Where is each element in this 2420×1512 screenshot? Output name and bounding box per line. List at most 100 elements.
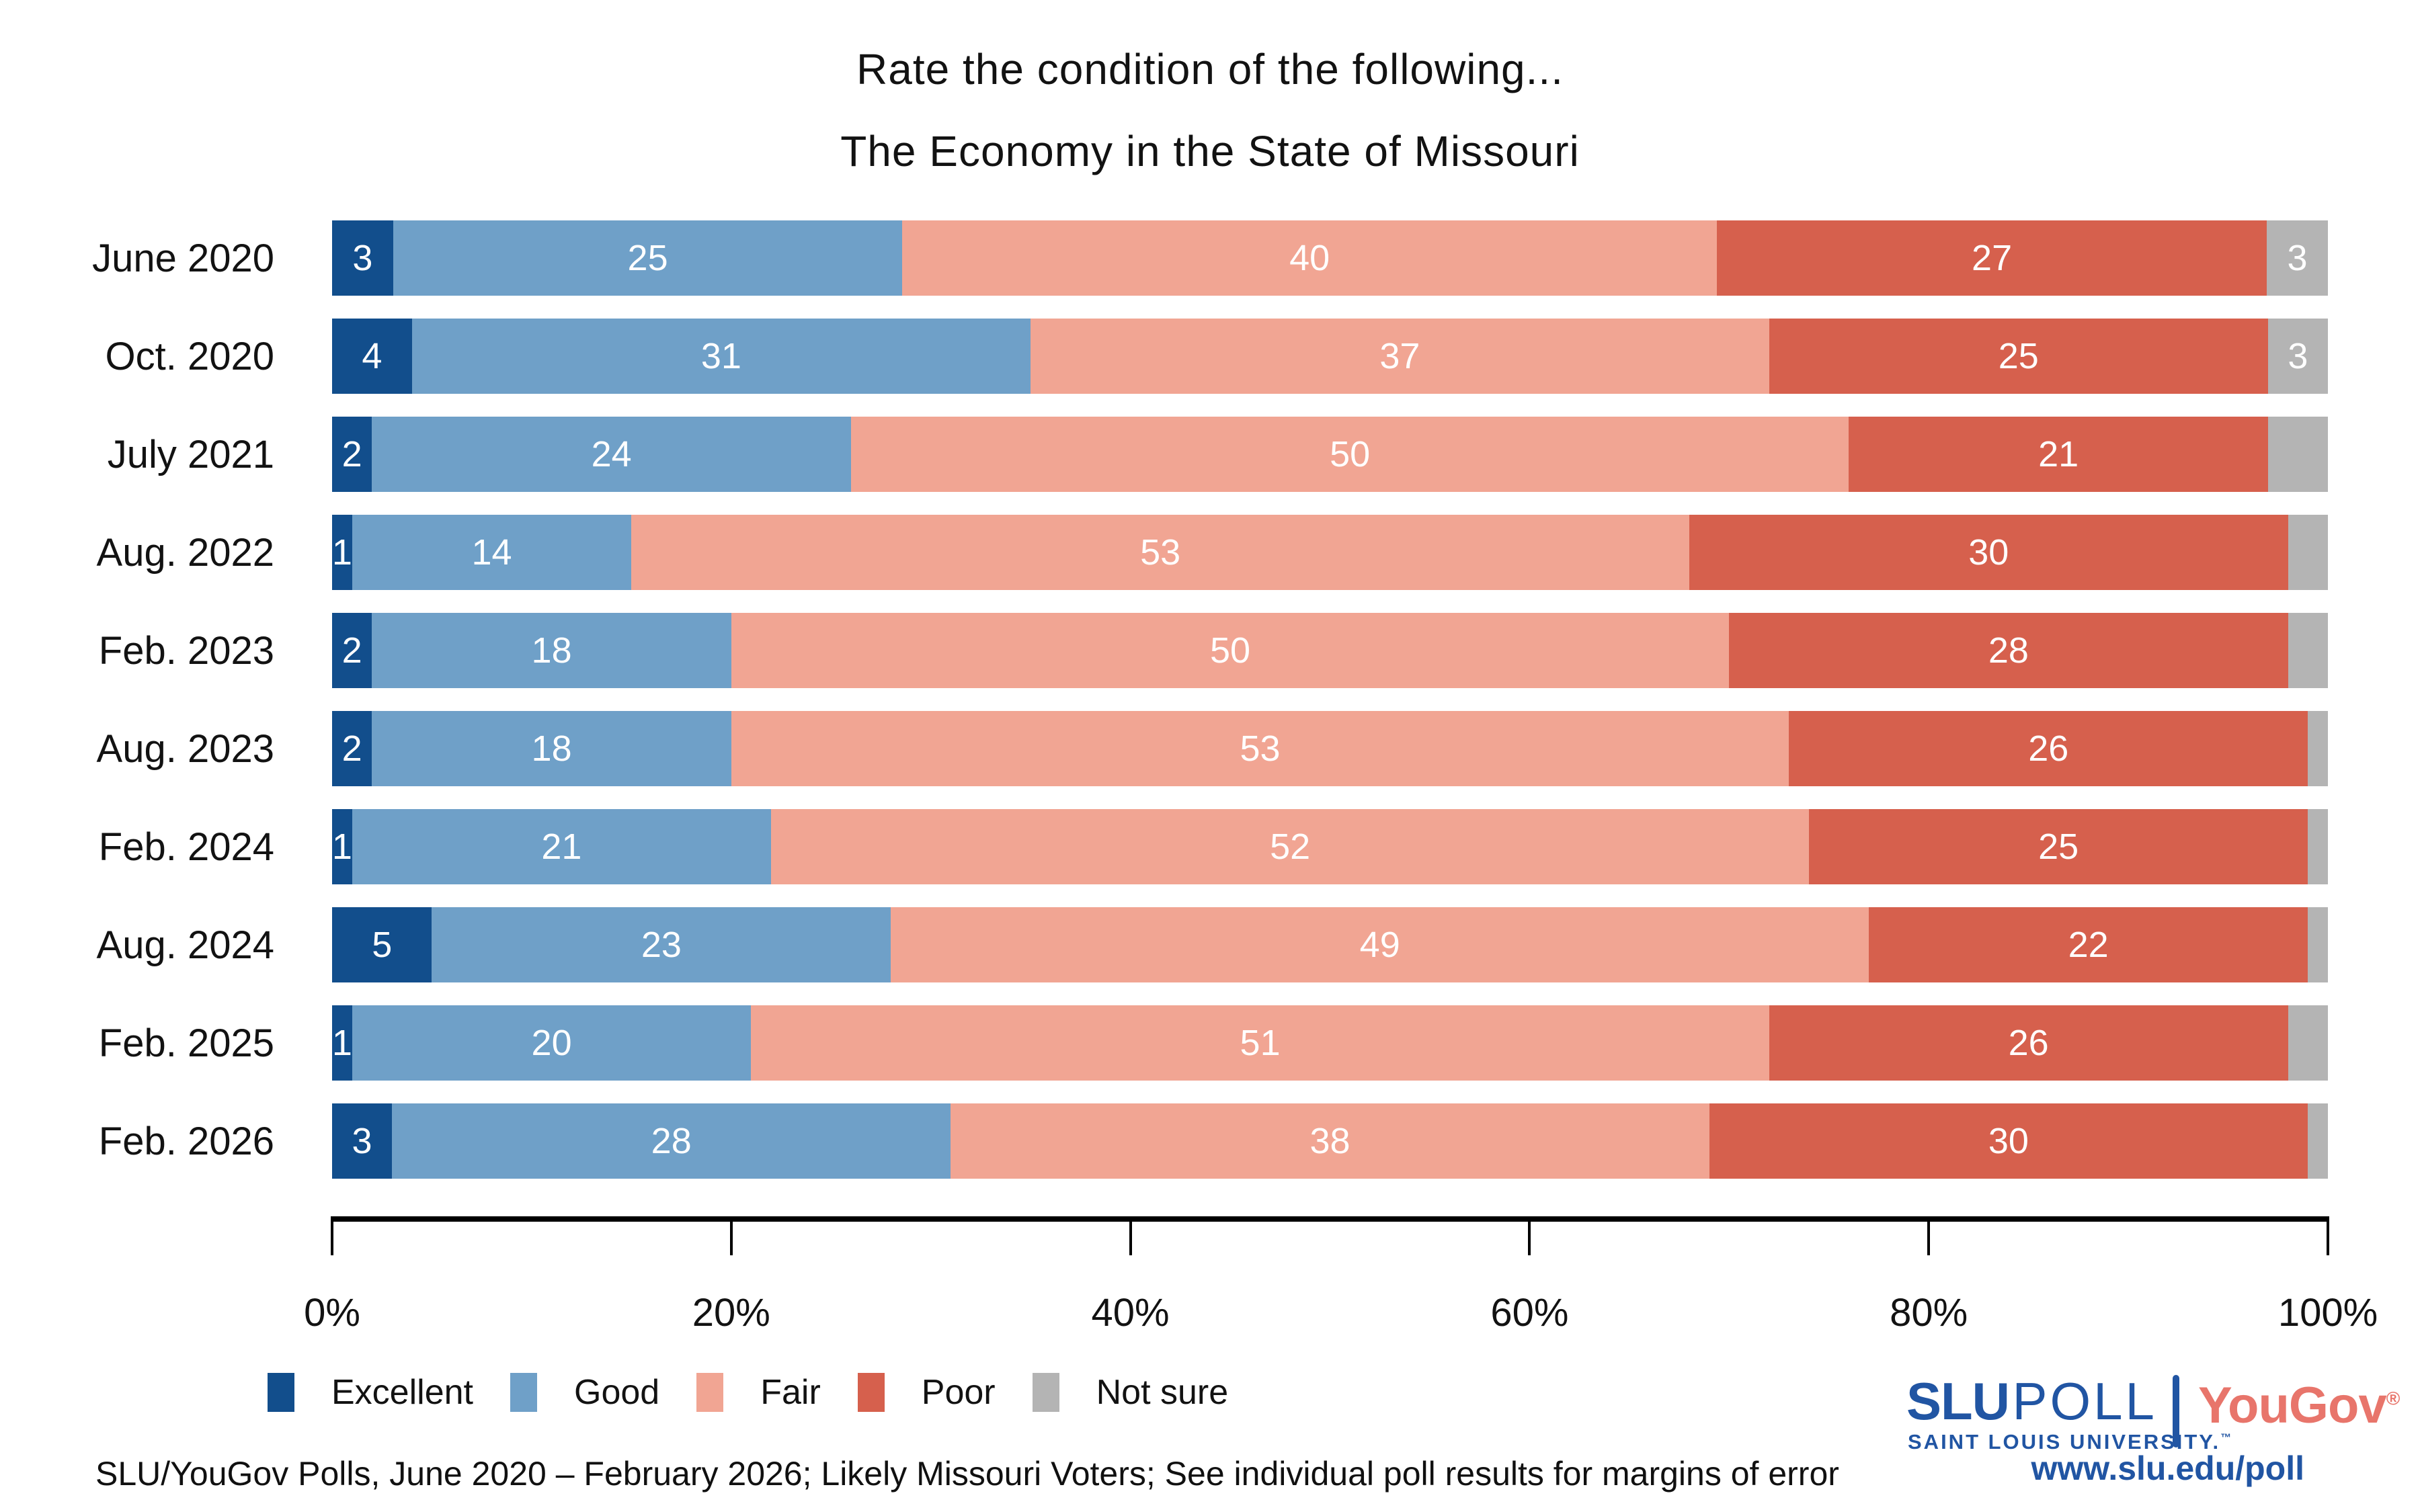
segment-value-label: 38 <box>1309 1121 1350 1161</box>
segment-value-label: 3 <box>352 1121 372 1161</box>
segment-good: 25 <box>393 220 903 296</box>
segment-value-label: 30 <box>1968 532 2009 573</box>
x-axis-tick-label: 80% <box>1890 1291 1968 1335</box>
legend-label: Good <box>574 1373 660 1412</box>
slu-logo-poll: POLL <box>2012 1372 2157 1431</box>
bar-track: 3 28 38 30 <box>332 1103 2328 1179</box>
segment-value-label: 14 <box>471 532 512 573</box>
segment-value-label: 40 <box>1289 238 1330 278</box>
bar-row: Feb. 2023 2 18 50 28 <box>99 613 2328 688</box>
bar-track: 5 23 49 22 <box>332 907 2328 982</box>
bar-track: 1 20 51 26 <box>332 1005 2328 1081</box>
segment-value-label: 18 <box>531 728 572 769</box>
segment-poor: 21 <box>1849 417 2268 492</box>
segment-fair: 38 <box>951 1103 1709 1179</box>
segment-value-label: 20 <box>531 1023 572 1063</box>
segment-good: 20 <box>352 1005 752 1081</box>
segment-poor: 25 <box>1769 319 2268 394</box>
segment-poor: 28 <box>1729 613 2288 688</box>
segment-value-label: 5 <box>372 925 393 965</box>
bar-row: July 2021 2 24 50 21 <box>108 417 2328 492</box>
x-axis-tick <box>729 1216 733 1255</box>
segment-value-label: 21 <box>541 827 582 867</box>
segment-poor: 26 <box>1769 1005 2288 1081</box>
segment-not-sure <box>2288 613 2328 688</box>
legend-label: Not sure <box>1096 1373 1229 1412</box>
legend-swatch <box>1032 1373 1059 1412</box>
segment-value-label: 3 <box>352 238 373 278</box>
bar-row: Feb. 2026 3 28 38 30 <box>99 1103 2328 1179</box>
legend-item-poor: Poor <box>857 1372 996 1413</box>
source-note: SLU/YouGov Polls, June 2020 – February 2… <box>95 1455 1839 1493</box>
segment-not-sure <box>2308 907 2328 982</box>
bar-track: 1 21 52 25 <box>332 809 2328 884</box>
segment-value-label: 27 <box>1972 238 2013 278</box>
segment-value-label: 2 <box>341 630 362 671</box>
bar-track: 4 31 37 25 3 <box>332 319 2328 394</box>
segment-value-label: 3 <box>2288 336 2308 376</box>
legend-swatch <box>510 1373 537 1412</box>
segment-value-label: 25 <box>1998 336 2039 376</box>
segment-value-label: 22 <box>2068 925 2109 965</box>
registered-symbol: ® <box>2386 1388 2401 1409</box>
segment-value-label: 31 <box>700 336 741 376</box>
bar-track: 2 24 50 21 <box>332 417 2328 492</box>
saint-louis-university-label: SAINT LOUIS UNIVERSITY.™ <box>1908 1430 2234 1454</box>
segment-poor: 30 <box>1689 515 2288 590</box>
segment-good: 31 <box>411 319 1031 394</box>
segment-not-sure: 3 <box>2267 319 2328 394</box>
segment-value-label: 1 <box>331 827 352 867</box>
segment-value-label: 24 <box>591 434 632 474</box>
slu-logo-slu: SLU <box>1906 1372 2010 1431</box>
x-axis-tick <box>331 1216 333 1255</box>
segment-fair: 40 <box>902 220 1718 296</box>
segment-not-sure <box>2308 809 2328 884</box>
row-label: Feb. 2026 <box>98 1119 274 1163</box>
segment-good: 28 <box>392 1103 951 1179</box>
x-axis-tick-label: 0% <box>304 1291 360 1335</box>
segment-not-sure <box>2308 711 2328 786</box>
segment-not-sure <box>2288 515 2328 590</box>
row-label: July 2021 <box>107 432 274 476</box>
segment-poor: 25 <box>1809 809 2308 884</box>
segment-good: 18 <box>372 711 731 786</box>
bar-track: 2 18 53 26 <box>332 711 2328 786</box>
segment-not-sure <box>2308 1103 2328 1179</box>
yougov-logo: YouGov® <box>2198 1377 2401 1434</box>
segment-value-label: 3 <box>2287 238 2308 278</box>
x-axis-tick-label: 20% <box>692 1291 770 1335</box>
bar-track: 1 14 53 30 <box>332 515 2328 590</box>
segment-fair: 52 <box>771 809 1810 884</box>
segment-poor: 26 <box>1789 711 2308 786</box>
chart-title-line1: Rate the condition of the following... <box>856 45 1564 93</box>
segment-value-label: 26 <box>2008 1023 2049 1063</box>
segment-poor: 22 <box>1869 907 2308 982</box>
x-axis-tick-label: 40% <box>1091 1291 1170 1335</box>
segment-value-label: 50 <box>1330 434 1371 474</box>
chart-title-line2: The Economy in the State of Missouri <box>840 127 1580 175</box>
segment-poor: 27 <box>1717 220 2267 296</box>
segment-fair: 53 <box>731 711 1789 786</box>
slu-poll-logo: SLU POLL <box>1906 1371 2157 1432</box>
bar-track: 2 18 50 28 <box>332 613 2328 688</box>
segment-good: 21 <box>352 809 772 884</box>
bar-row: Aug. 2023 2 18 53 26 <box>97 711 2328 786</box>
segment-value-label: 25 <box>627 238 668 278</box>
row-label: Feb. 2023 <box>98 628 274 673</box>
segment-good: 23 <box>432 907 891 982</box>
x-axis-tick <box>2327 1216 2329 1255</box>
segment-value-label: 53 <box>1140 532 1181 573</box>
segment-excellent: 1 <box>332 809 352 884</box>
segment-fair: 49 <box>891 907 1869 982</box>
segment-value-label: 2 <box>341 434 362 474</box>
segment-value-label: 21 <box>2038 434 2079 474</box>
segment-value-label: 26 <box>2028 728 2069 769</box>
legend-label: Excellent <box>331 1373 473 1412</box>
segment-excellent: 3 <box>332 220 393 296</box>
legend-swatch <box>268 1373 294 1412</box>
segment-poor: 30 <box>1709 1103 2308 1179</box>
bar-track: 3 25 40 27 3 <box>332 220 2328 296</box>
bar-row: Aug. 2024 5 23 49 22 <box>97 907 2328 982</box>
segment-value-label: 28 <box>1988 630 2029 671</box>
segment-value-label: 37 <box>1379 336 1420 376</box>
